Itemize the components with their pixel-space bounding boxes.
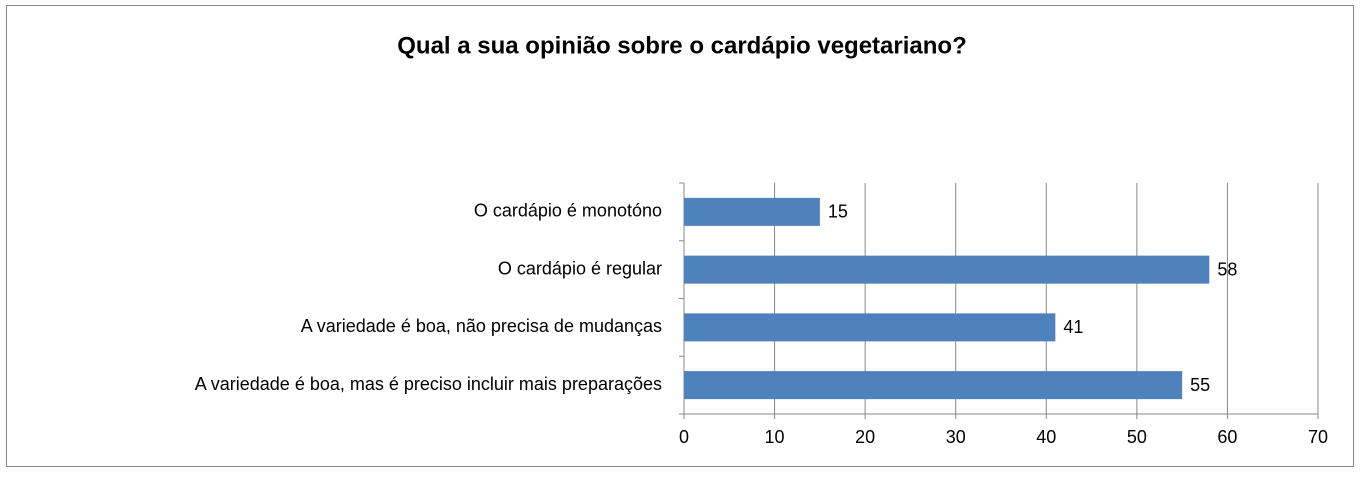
x-tick-label: 10 (765, 427, 785, 447)
x-tick-label: 50 (1127, 427, 1147, 447)
bar (684, 197, 820, 226)
data-label: 41 (1063, 317, 1083, 337)
x-tick-label: 30 (946, 427, 966, 447)
x-tick-label: 20 (855, 427, 875, 447)
y-tick-label: O cardápio é monotóno (474, 201, 662, 221)
bar (684, 255, 1210, 284)
x-tick-label: 0 (679, 427, 689, 447)
chart-title: Qual a sua opinião sobre o cardápio vege… (397, 32, 966, 59)
y-tick-label: A variedade é boa, não precisa de mudanç… (301, 316, 662, 336)
x-tick-label: 60 (1217, 427, 1237, 447)
data-label: 15 (828, 202, 848, 222)
x-tick-label: 40 (1036, 427, 1056, 447)
y-tick-label: O cardápio é regular (498, 258, 662, 278)
data-label: 55 (1190, 375, 1210, 395)
bar (684, 371, 1183, 400)
data-label: 58 (1217, 259, 1237, 279)
bar (684, 313, 1056, 342)
x-tick-label: 70 (1308, 427, 1328, 447)
y-tick-label: A variedade é boa, mas é preciso incluir… (195, 374, 662, 394)
